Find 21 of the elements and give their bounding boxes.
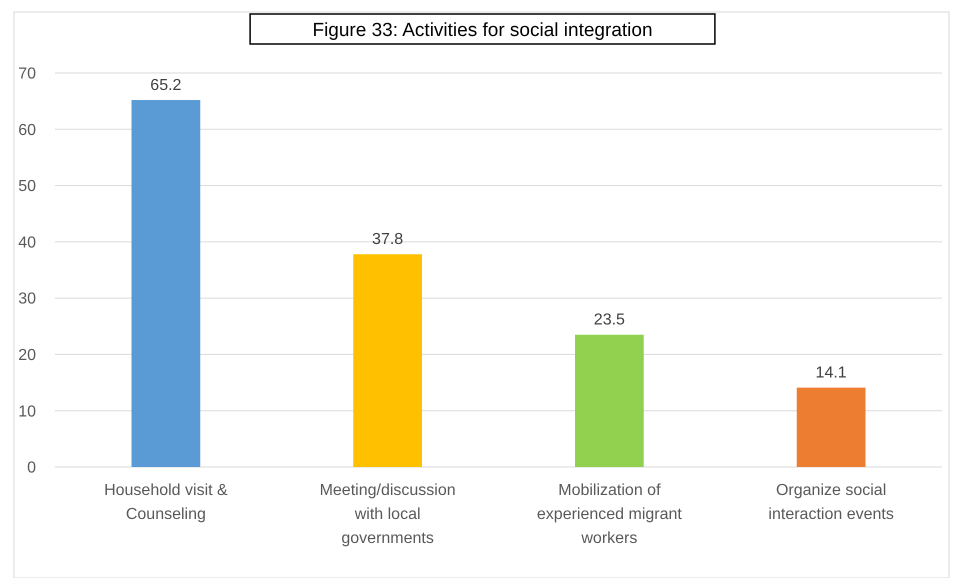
chart-title: Figure 33: Activities for social integration [312, 20, 653, 41]
y-tick-label: 0 [27, 460, 36, 477]
bar [796, 388, 866, 467]
x-tick-label: Household visit & Counseling [104, 482, 228, 523]
y-tick-label: 10 [18, 403, 36, 420]
y-tick-label: 50 [18, 178, 36, 196]
bar [575, 334, 644, 467]
x-tick-label: Organize social interaction events [768, 482, 894, 523]
data-label: 23.5 [594, 312, 626, 329]
bar [132, 100, 200, 467]
data-label: 14.1 [816, 364, 847, 382]
data-label: 37.8 [372, 231, 404, 248]
x-tick-label: Meeting/discussion with local governments [320, 482, 456, 547]
bar [353, 254, 422, 467]
x-tick-label: Mobilization of experienced migrant workers [536, 482, 682, 547]
y-tick-label: 40 [18, 234, 36, 252]
data-label: 65.2 [150, 77, 182, 94]
y-tick-label: 30 [18, 290, 36, 308]
y-tick-label: 60 [18, 122, 36, 139]
y-tick-label: 20 [18, 347, 36, 364]
y-tick-label: 70 [18, 66, 36, 83]
